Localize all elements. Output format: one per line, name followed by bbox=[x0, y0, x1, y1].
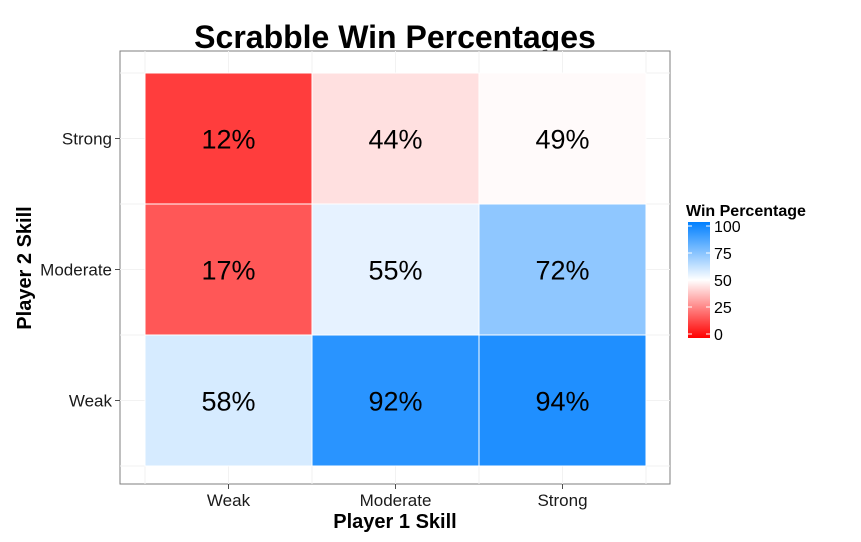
legend-tick-label-100: 100 bbox=[714, 219, 741, 236]
cell-label-strong-weak: 94% bbox=[535, 387, 589, 417]
heatmap-cell-strong-strong bbox=[478, 72, 647, 205]
cell-label-weak-strong: 12% bbox=[201, 125, 255, 155]
heatmap-cell-weak-weak bbox=[144, 334, 313, 467]
heatmap-cell-moderate-weak bbox=[311, 334, 480, 467]
heatmap-cells: 12% 44% 49% 17% 55% 72% 58% 92% 94% bbox=[144, 72, 647, 467]
heatmap-cell-moderate-strong bbox=[311, 72, 480, 205]
x-axis-title: Player 1 Skill bbox=[333, 511, 456, 533]
y-axis-title: Player 2 Skill bbox=[14, 206, 36, 329]
y-axis: Weak Moderate Strong bbox=[40, 130, 120, 411]
heatmap-cell-weak-moderate bbox=[144, 203, 313, 336]
legend-title: Win Percentage bbox=[686, 203, 806, 220]
x-tick-label-weak: Weak bbox=[207, 491, 251, 510]
heatmap-cell-strong-weak bbox=[478, 334, 647, 467]
legend-tick-label-0: 0 bbox=[714, 327, 723, 344]
cell-label-weak-moderate: 17% bbox=[201, 256, 255, 286]
cell-label-weak-weak: 58% bbox=[201, 387, 255, 417]
legend-tick-label-75: 75 bbox=[714, 246, 732, 263]
chart-title: Scrabble Win Percentages bbox=[194, 19, 596, 55]
cell-label-moderate-moderate: 55% bbox=[368, 256, 422, 286]
y-tick-label-strong: Strong bbox=[62, 130, 112, 149]
x-tick-label-strong: Strong bbox=[537, 491, 587, 510]
cell-label-moderate-strong: 44% bbox=[368, 125, 422, 155]
x-tick-label-moderate: Moderate bbox=[360, 491, 432, 510]
heatmap-cell-strong-moderate bbox=[478, 203, 647, 336]
legend-colorbar bbox=[688, 222, 710, 338]
cell-label-strong-moderate: 72% bbox=[535, 256, 589, 286]
legend-tick-label-25: 25 bbox=[714, 300, 732, 317]
cell-label-moderate-weak: 92% bbox=[368, 387, 422, 417]
color-legend: Win Percentage 0 25 50 75 100 bbox=[686, 203, 806, 344]
y-tick-label-moderate: Moderate bbox=[40, 261, 112, 280]
legend-tick-label-50: 50 bbox=[714, 273, 732, 290]
y-tick-label-weak: Weak bbox=[69, 392, 113, 411]
cell-label-strong-strong: 49% bbox=[535, 125, 589, 155]
x-axis: Weak Moderate Strong bbox=[207, 484, 588, 510]
heatmap-cell-moderate-moderate bbox=[311, 203, 480, 336]
